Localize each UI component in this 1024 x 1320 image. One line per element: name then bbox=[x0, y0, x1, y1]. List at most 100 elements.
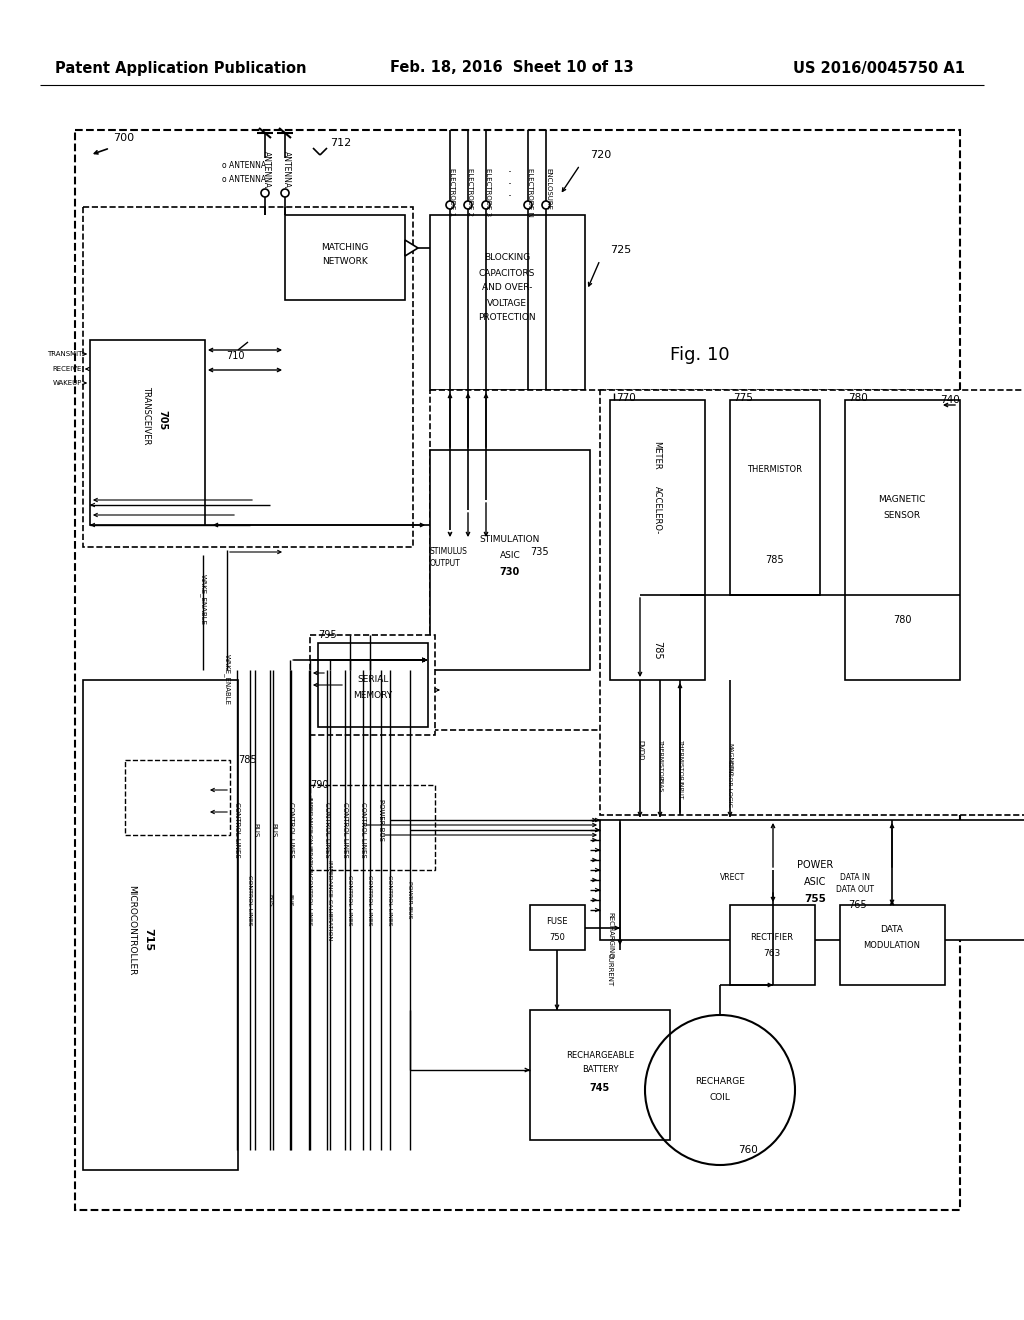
Text: 735: 735 bbox=[530, 546, 549, 557]
Text: COIL: COIL bbox=[710, 1093, 730, 1102]
Text: VOLTAGE: VOLTAGE bbox=[487, 298, 527, 308]
Text: 715: 715 bbox=[143, 928, 153, 952]
Text: DVDD: DVDD bbox=[637, 739, 643, 760]
Text: METER: METER bbox=[652, 441, 662, 470]
Bar bbox=[430, 215, 585, 389]
Text: 750: 750 bbox=[549, 932, 565, 941]
Bar bbox=[600, 820, 1024, 940]
Text: STIMULATION: STIMULATION bbox=[480, 536, 541, 544]
Text: 790: 790 bbox=[310, 780, 329, 789]
Bar bbox=[83, 207, 413, 546]
Text: ELECTRODE 2: ELECTRODE 2 bbox=[467, 168, 473, 216]
Text: MAGNETIC: MAGNETIC bbox=[879, 495, 926, 504]
Text: BUS: BUS bbox=[270, 822, 276, 837]
Text: 745: 745 bbox=[590, 1082, 610, 1093]
Text: 740: 740 bbox=[940, 395, 961, 405]
Text: ACCELERO-: ACCELERO- bbox=[652, 486, 662, 535]
Text: o ANTENNA: o ANTENNA bbox=[222, 176, 266, 185]
Text: CONTROL LINES: CONTROL LINES bbox=[234, 803, 240, 858]
Text: o ANTENNA: o ANTENNA bbox=[222, 161, 266, 169]
Text: CONTROL LINES: CONTROL LINES bbox=[307, 875, 312, 925]
Text: IMPEDANCE: IMPEDANCE bbox=[306, 797, 311, 833]
Text: 700: 700 bbox=[113, 133, 134, 143]
Text: 780: 780 bbox=[848, 393, 867, 403]
Text: 755: 755 bbox=[804, 894, 826, 904]
Bar bbox=[730, 400, 820, 595]
Bar bbox=[125, 760, 230, 836]
Bar bbox=[285, 215, 406, 300]
Text: 725: 725 bbox=[610, 246, 631, 255]
Text: VRECT: VRECT bbox=[720, 874, 745, 883]
Text: US 2016/0045750 A1: US 2016/0045750 A1 bbox=[793, 61, 965, 75]
Bar bbox=[90, 341, 205, 525]
Text: THERMISTOR: THERMISTOR bbox=[748, 466, 803, 474]
Text: CONTROL LINES: CONTROL LINES bbox=[342, 803, 348, 858]
Text: NETWORK: NETWORK bbox=[323, 257, 368, 267]
Text: MODULATION: MODULATION bbox=[863, 941, 921, 950]
Bar bbox=[530, 906, 585, 950]
Text: 720: 720 bbox=[590, 150, 611, 160]
Text: ASIC: ASIC bbox=[804, 876, 826, 887]
Text: PROTECTION: PROTECTION bbox=[478, 314, 536, 322]
Text: STIMULUS: STIMULUS bbox=[430, 548, 468, 557]
Text: BUS: BUS bbox=[252, 822, 258, 837]
Text: AND OVER-: AND OVER- bbox=[482, 284, 532, 293]
Text: .: . bbox=[508, 161, 512, 174]
Text: ASIC: ASIC bbox=[500, 552, 520, 561]
Text: ELECTRODE 1: ELECTRODE 1 bbox=[449, 168, 455, 216]
Text: POWER BUS: POWER BUS bbox=[408, 882, 413, 919]
Text: CONTROL LINES: CONTROL LINES bbox=[347, 875, 352, 925]
Text: FUSE: FUSE bbox=[546, 917, 567, 927]
Text: BATTERY: BATTERY bbox=[582, 1065, 618, 1074]
Text: 730: 730 bbox=[500, 568, 520, 577]
Text: 705: 705 bbox=[157, 411, 167, 430]
Bar bbox=[840, 906, 945, 985]
Text: ANTENNA: ANTENNA bbox=[261, 152, 270, 189]
Text: INPUT: INPUT bbox=[678, 780, 683, 800]
Polygon shape bbox=[406, 240, 418, 256]
Text: SENSOR LOGIC: SENSOR LOGIC bbox=[727, 759, 732, 807]
Text: MICROCONTROLLER: MICROCONTROLLER bbox=[128, 884, 136, 975]
Text: THERMISTOR: THERMISTOR bbox=[657, 739, 663, 780]
Bar bbox=[610, 400, 705, 680]
Bar bbox=[845, 400, 961, 680]
Text: RECTIFIER: RECTIFIER bbox=[751, 932, 794, 941]
Text: RECEIVE: RECEIVE bbox=[52, 366, 82, 372]
Text: ELECTRODE 3: ELECTRODE 3 bbox=[485, 168, 490, 216]
Text: CURRENT: CURRENT bbox=[607, 953, 613, 986]
Text: BIAS: BIAS bbox=[657, 777, 663, 792]
Text: 785: 785 bbox=[766, 554, 784, 565]
Text: DATA OUT: DATA OUT bbox=[836, 884, 874, 894]
Text: THERMISTOR: THERMISTOR bbox=[678, 739, 683, 780]
Bar bbox=[310, 635, 435, 735]
Text: ELECTRODE N: ELECTRODE N bbox=[527, 168, 534, 216]
Text: 710: 710 bbox=[225, 351, 245, 360]
Bar bbox=[430, 389, 940, 730]
Text: 780: 780 bbox=[893, 615, 911, 624]
Bar bbox=[600, 389, 1024, 814]
Text: SENSOR: SENSOR bbox=[884, 511, 921, 520]
Text: BLOCKING: BLOCKING bbox=[484, 253, 530, 263]
Text: SERIAL: SERIAL bbox=[357, 675, 389, 684]
Text: WAKE_ENABLE: WAKE_ENABLE bbox=[200, 574, 207, 626]
Bar bbox=[75, 129, 961, 1210]
Bar bbox=[83, 680, 238, 1170]
Text: Feb. 18, 2016  Sheet 10 of 13: Feb. 18, 2016 Sheet 10 of 13 bbox=[390, 61, 634, 75]
Text: MAGNETIC: MAGNETIC bbox=[727, 743, 732, 776]
Text: 765: 765 bbox=[848, 900, 866, 909]
Text: Fig. 10: Fig. 10 bbox=[670, 346, 730, 364]
Bar bbox=[310, 785, 435, 870]
Text: 770: 770 bbox=[616, 393, 636, 403]
Text: RECHARGING: RECHARGING bbox=[607, 912, 613, 958]
Text: .: . bbox=[508, 186, 512, 198]
Bar bbox=[530, 1010, 670, 1140]
Text: ANTENNA: ANTENNA bbox=[282, 152, 291, 189]
Text: CAPACITORS: CAPACITORS bbox=[479, 268, 536, 277]
Text: 712: 712 bbox=[330, 139, 351, 148]
Text: DATA: DATA bbox=[881, 925, 903, 935]
Text: ENCLOSURE: ENCLOSURE bbox=[545, 168, 551, 210]
Text: BUS: BUS bbox=[267, 894, 272, 907]
Text: WAKEUP: WAKEUP bbox=[52, 380, 82, 385]
Text: POWER BUS: POWER BUS bbox=[378, 799, 384, 841]
Text: CALIBRATION: CALIBRATION bbox=[306, 834, 311, 875]
